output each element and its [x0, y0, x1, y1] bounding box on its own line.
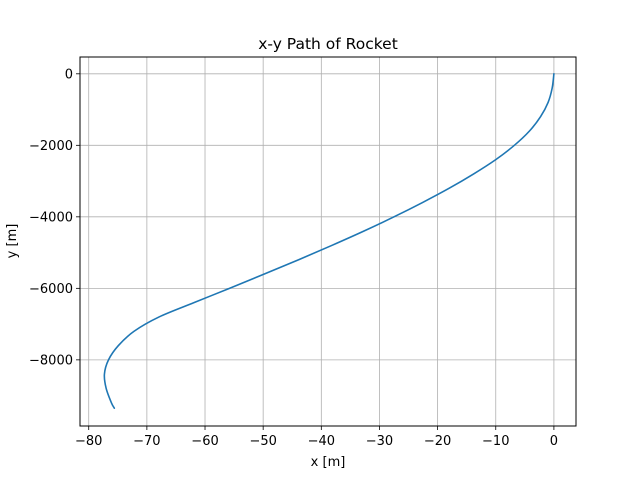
y-axis-label: y [m] — [5, 224, 20, 259]
y-tick-label: −2000 — [29, 139, 73, 154]
grid-lines — [80, 57, 576, 426]
plot-background — [80, 57, 576, 426]
y-tick-label: −8000 — [29, 353, 73, 368]
y-tick-label: 0 — [65, 67, 73, 82]
x-axis-label: x [m] — [311, 455, 346, 470]
x-tick-label: −10 — [482, 434, 509, 449]
y-tick-label: −6000 — [29, 282, 73, 297]
chart-title: x-y Path of Rocket — [258, 35, 398, 53]
tick-layer: −80 −70 −60 −50 −40 −30 −20 −10 0 0 −2000 −4000 −600… — [29, 67, 558, 449]
x-tick-label: −80 — [75, 434, 102, 449]
x-tick-label: 0 — [550, 434, 558, 449]
plot-frame — [79, 56, 577, 427]
series-layer — [103, 73, 555, 409]
y-tick-label: −4000 — [29, 210, 73, 225]
x-tick-label: −50 — [249, 434, 276, 449]
x-tick-label: −60 — [191, 434, 218, 449]
x-tick-label: −30 — [366, 434, 393, 449]
x-tick-label: −70 — [133, 434, 160, 449]
series-line — [103, 73, 555, 409]
x-tick-label: −20 — [424, 434, 451, 449]
x-tick-label: −40 — [308, 434, 335, 449]
